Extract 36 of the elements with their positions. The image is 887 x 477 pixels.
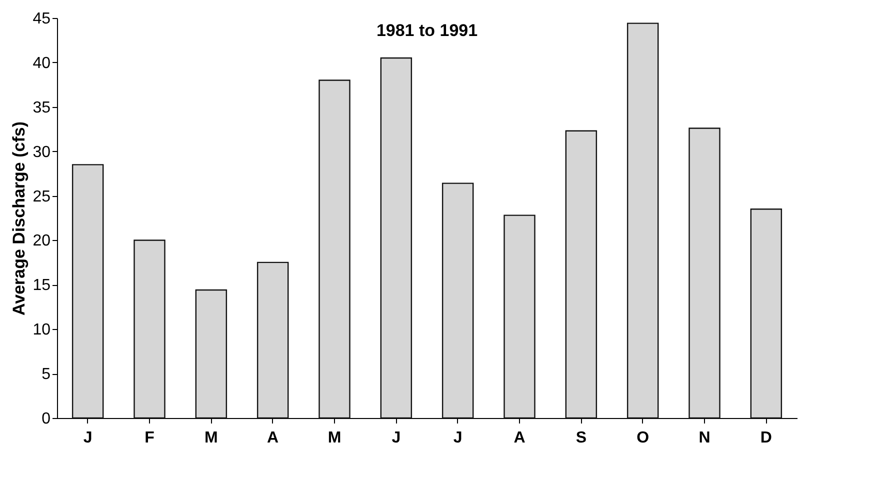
- y-tick-label: 5: [42, 366, 51, 384]
- bar: [195, 289, 228, 419]
- bar: [504, 214, 536, 419]
- y-tick-label: 35: [32, 99, 51, 116]
- y-tick-label: 45: [32, 10, 51, 28]
- x-tick-label: J: [453, 430, 462, 446]
- y-axis-title: Average Discharge (cfs): [10, 121, 29, 316]
- y-tick-label: 20: [32, 232, 51, 250]
- x-tick-label: J: [83, 430, 92, 446]
- x-tick-label: F: [144, 430, 155, 446]
- bar: [380, 57, 412, 419]
- bar: [565, 130, 598, 419]
- x-tick-label: M: [204, 430, 218, 446]
- bar: [256, 262, 289, 419]
- bar: [626, 22, 659, 419]
- y-tick-label: 0: [42, 410, 51, 428]
- bar: [134, 240, 166, 419]
- bar: [688, 128, 720, 419]
- x-tick-label: D: [760, 430, 772, 446]
- bar: [442, 182, 474, 419]
- bar: [72, 164, 104, 419]
- bar: [750, 208, 782, 419]
- x-tick-label: S: [576, 430, 587, 446]
- bar: [318, 80, 350, 419]
- x-tick-label: A: [514, 430, 526, 446]
- chart-title: 1981 to 1991: [376, 21, 478, 40]
- x-tick-label: O: [636, 430, 650, 446]
- y-tick-label: 25: [32, 188, 51, 206]
- x-tick-label: A: [267, 430, 280, 446]
- x-tick-label: M: [328, 430, 342, 446]
- x-tick-label: J: [392, 430, 401, 446]
- y-tick-label: 10: [32, 322, 51, 339]
- x-tick-label: N: [698, 430, 710, 446]
- y-tick-label: 15: [32, 277, 51, 294]
- y-tick-label: 40: [32, 54, 51, 72]
- y-tick-label: 30: [32, 144, 51, 161]
